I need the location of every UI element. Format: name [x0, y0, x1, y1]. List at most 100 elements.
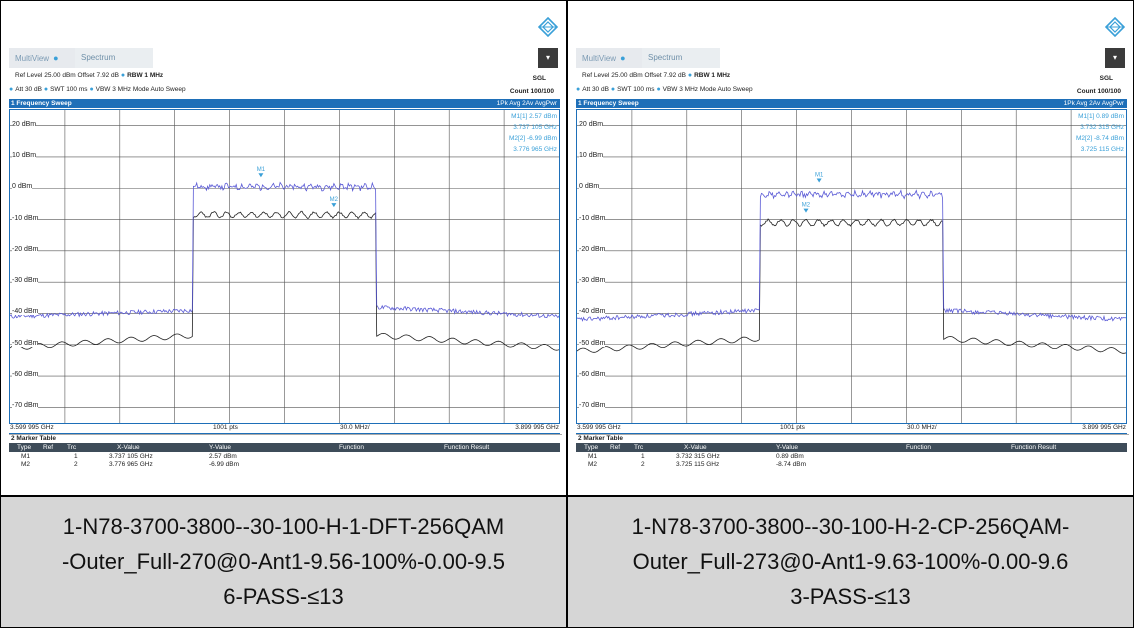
- att-value: Att 30 dB: [15, 86, 42, 93]
- marker-table-col-2: Trc: [67, 444, 77, 451]
- chevron-down-icon[interactable]: ▾: [1105, 48, 1125, 68]
- header-row-2: ● Att 30 dB ● SWT 100 ms ● VBW 3 MHz Mod…: [9, 86, 186, 93]
- bullet-icon: ●: [118, 72, 128, 79]
- marker-table-col-6: Function Result: [444, 444, 490, 451]
- tab-spectrum[interactable]: Spectrum: [75, 48, 153, 68]
- marker-table-col-1: Ref: [610, 444, 621, 451]
- rs-logo-icon: [1104, 16, 1126, 38]
- close-icon[interactable]: ●: [53, 53, 59, 63]
- bullet-icon: ●: [576, 86, 583, 93]
- bullet-icon: ●: [41, 86, 51, 93]
- y-axis-tick-label: -10 dBm: [579, 214, 606, 222]
- x-span-label: 30.0 MHz/: [907, 424, 937, 431]
- swt-value: SWT 100 ms: [50, 86, 88, 93]
- marker-table-col-4: Y-Value: [776, 444, 799, 451]
- marker-readout: M2[2] -6.99 dBm: [508, 135, 557, 142]
- marker-table-col-0: Type: [17, 444, 32, 451]
- marker-y-value: -8.74 dBm: [776, 461, 806, 468]
- header-row-1: Ref Level 25.00 dBm Offset 7.92 dB ● RBW…: [582, 72, 730, 79]
- bullet-icon: ●: [9, 86, 16, 93]
- marker-m2-label: M2: [330, 197, 339, 203]
- trace-1-peak-line: [577, 188, 1126, 322]
- chevron-down-icon[interactable]: ▾: [538, 48, 558, 68]
- vbw-mode-value: VBW 3 MHz Mode Auto Sweep: [662, 86, 753, 93]
- table-row[interactable]: M2 2 3.776 965 GHz -6.99 dBm: [9, 461, 560, 469]
- bullet-icon: ●: [685, 72, 695, 79]
- y-axis-tick-label: 20 dBm: [579, 120, 604, 128]
- test-caption-2: 1-N78-3700-3800--30-100-H-2-CP-256QAM- Ou…: [567, 496, 1134, 628]
- y-axis-tick-label: 0 dBm: [579, 183, 600, 191]
- marker-type: M1: [21, 453, 31, 460]
- y-axis-tick-label: 20 dBm: [12, 120, 37, 128]
- y-axis-tick-label: -30 dBm: [12, 277, 39, 285]
- view-tabs: MultiView ● Spectrum: [9, 48, 560, 68]
- marker-x-value: 3.776 965 GHz: [109, 461, 153, 468]
- tab-spectrum[interactable]: Spectrum: [642, 48, 720, 68]
- screenshot-cell-1: MultiView ● Spectrum ▾ Ref Level 25.00 dBm O…: [0, 0, 567, 496]
- marker-table-col-3: X-Value: [117, 444, 140, 451]
- y-axis-tick-label: -70 dBm: [579, 402, 606, 410]
- marker-m1-label: M1: [257, 167, 266, 173]
- table-row[interactable]: M2 2 3.725 115 GHz -8.74 dBm: [576, 461, 1127, 469]
- trace-legend: 1Pk Avg 2Av AvgPwr: [496, 100, 557, 107]
- marker-table-col-4: Y-Value: [209, 444, 232, 451]
- spectrum-plot[interactable]: M1 M2 20 dBm 10 dBm 0 dBm -10 dBm -20 dBm -30 d…: [576, 109, 1127, 424]
- marker-type: M2: [588, 461, 598, 468]
- header-row-1: Ref Level 25.00 dBm Offset 7.92 dB ● RBW…: [15, 72, 163, 79]
- bullet-icon: ●: [87, 86, 96, 93]
- y-axis-tick-label: -50 dBm: [579, 339, 606, 347]
- marker-readout: M2[2] -8.74 dBm: [1075, 135, 1124, 142]
- marker-m2-icon: [803, 208, 809, 213]
- marker-table-col-5: Function: [339, 444, 364, 451]
- y-axis-tick-label: -20 dBm: [579, 245, 606, 253]
- tab-spectrum-label: Spectrum: [81, 53, 116, 62]
- vbw-mode-value: VBW 3 MHz Mode Auto Sweep: [95, 86, 186, 93]
- tab-multiview[interactable]: MultiView ●: [576, 48, 652, 68]
- caption-line: 6-PASS-≤13: [223, 584, 344, 609]
- marker-table-col-2: Trc: [634, 444, 644, 451]
- sweep-title: 1 Frequency Sweep: [578, 100, 639, 107]
- trace-1-peak-line: [10, 181, 559, 319]
- sweep-title: 1 Frequency Sweep: [11, 100, 72, 107]
- spectrum-plot[interactable]: M1 M2 20 dBm 10 dBm 0 dBm -10 dBm -20 dBm -30 d…: [9, 109, 560, 424]
- marker-table-title: 2 Marker Table: [9, 434, 562, 443]
- x-points-label: 1001 pts: [213, 424, 238, 431]
- marker-x-value: 3.725 115 GHz: [676, 461, 720, 468]
- y-axis-tick-label: -70 dBm: [12, 402, 39, 410]
- caption-line: Outer_Full-273@0-Ant1-9.63-100%-0.00-9.6: [632, 549, 1069, 574]
- sweep-count: Count 100/100: [1076, 88, 1121, 95]
- marker-m1-icon: [258, 173, 264, 178]
- x-stop-label: 3.899 995 GHz: [1082, 424, 1126, 431]
- swt-value: SWT 100 ms: [617, 86, 655, 93]
- marker-m2-label: M2: [802, 203, 811, 209]
- table-row[interactable]: M1 1 3.737 105 GHz 2.57 dBm: [9, 453, 560, 461]
- frequency-sweep-bar: 1 Frequency Sweep 1Pk Avg 2Av AvgPwr: [576, 99, 1127, 108]
- marker-table-col-1: Ref: [43, 444, 54, 451]
- marker-readout: 3.776 965 GHz: [513, 146, 557, 153]
- close-icon[interactable]: ●: [620, 53, 626, 63]
- y-axis-tick-label: 10 dBm: [579, 151, 604, 159]
- marker-trace: 1: [641, 453, 645, 460]
- rs-logo-icon: [537, 16, 559, 38]
- marker-m2-icon: [331, 203, 337, 208]
- x-axis-labels: 3.599 995 GHz 1001 pts 30.0 MHz/3.899 995 …: [576, 424, 1127, 434]
- marker-trace: 2: [74, 461, 78, 468]
- marker-type: M2: [21, 461, 31, 468]
- bullet-icon: ●: [654, 86, 663, 93]
- marker-readout: 3.732 315 GHz: [1080, 124, 1124, 131]
- table-row[interactable]: M1 1 3.732 315 GHz 0.89 dBm: [576, 453, 1127, 461]
- tab-multiview[interactable]: MultiView ●: [9, 48, 85, 68]
- caption-line: 1-N78-3700-3800--30-100-H-2-CP-256QAM-: [631, 514, 1070, 539]
- y-axis-tick-label: -40 dBm: [12, 308, 39, 316]
- y-axis-tick-label: -20 dBm: [12, 245, 39, 253]
- marker-table-col-5: Function: [906, 444, 931, 451]
- y-axis-tick-label: -60 dBm: [579, 371, 606, 379]
- marker-y-value: -6.99 dBm: [209, 461, 239, 468]
- trace-legend: 1Pk Avg 2Av AvgPwr: [1063, 100, 1124, 107]
- marker-readout: 3.737 105 GHz: [513, 124, 557, 131]
- y-axis-tick-label: -30 dBm: [579, 277, 606, 285]
- caption-line: 1-N78-3700-3800--30-100-H-1-DFT-256QAM: [62, 514, 505, 539]
- x-span-label: 30.0 MHz/: [340, 424, 370, 431]
- y-axis-tick-label: -40 dBm: [579, 308, 606, 316]
